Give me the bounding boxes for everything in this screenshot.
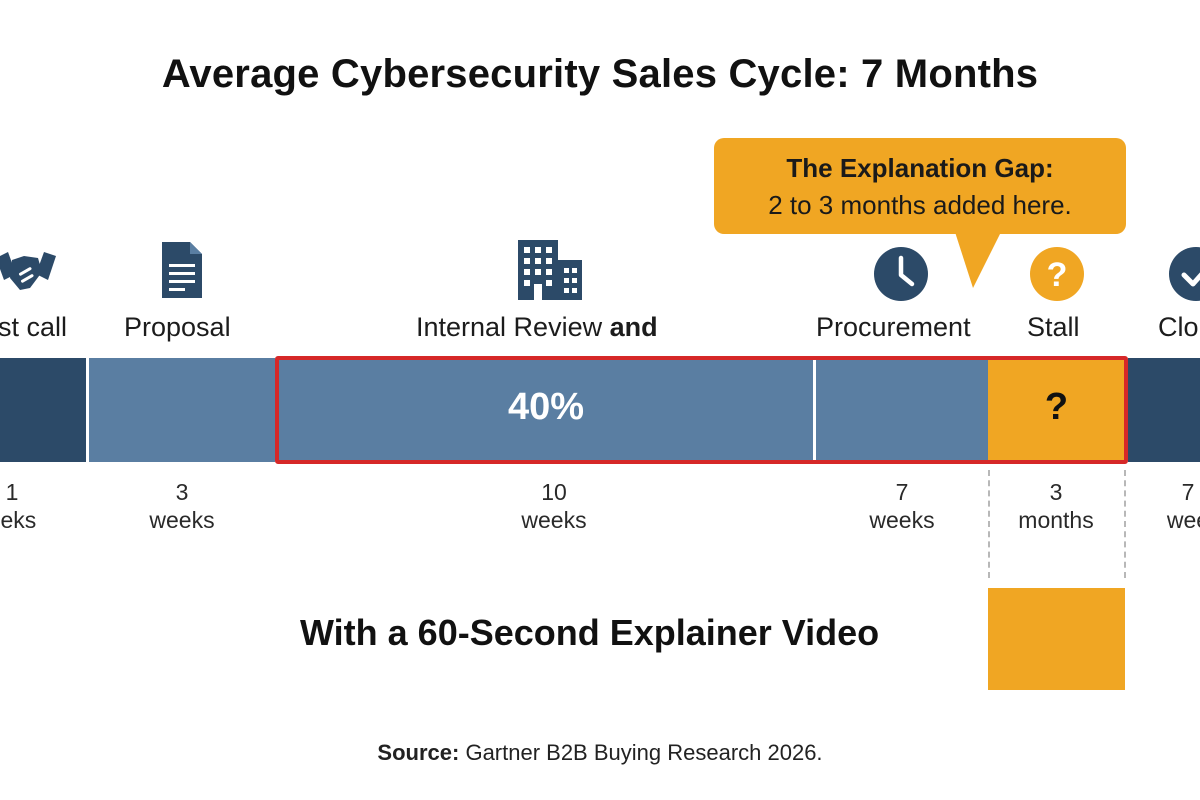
clock-icon <box>874 247 928 301</box>
source-text: Gartner B2B Buying Research 2026. <box>459 740 823 765</box>
bar-segment-proposal <box>89 358 275 462</box>
bar-segment-internal-review <box>279 358 813 462</box>
duration-first-call: 1 eeks <box>0 478 44 534</box>
duration-procurement-unit: weeks <box>869 507 935 533</box>
callout-title: The Explanation Gap: <box>786 153 1054 183</box>
stage-label-internal-review-regular: Internal Review <box>416 312 610 342</box>
stall-boundary-right <box>1124 470 1126 578</box>
duration-internal-review: 10 weeks <box>504 478 604 534</box>
duration-stall-value: 3 <box>1049 479 1063 505</box>
explanation-gap-highlight <box>275 356 1128 464</box>
page-title: Average Cybersecurity Sales Cycle: 7 Mon… <box>161 52 1039 96</box>
duration-first-call-unit: eeks <box>0 507 37 533</box>
stage-label-internal-review-bold: and <box>609 312 658 342</box>
stage-label-proposal: Proposal <box>124 312 231 342</box>
stall-question-mark: ? <box>1044 386 1069 428</box>
explainer-video-heading: With a 60-Second Explainer Video <box>300 612 880 653</box>
duration-internal-review-unit: weeks <box>521 507 587 533</box>
duration-stall-unit: months <box>1018 507 1094 533</box>
svg-text:?: ? <box>1047 256 1068 294</box>
explainer-video-bar <box>988 588 1125 690</box>
handshake-icon <box>0 252 56 290</box>
stage-label-close: Clo <box>1158 312 1199 342</box>
callout-pointer <box>955 232 1001 288</box>
office-building-icon <box>518 240 582 300</box>
bar-segment-stall <box>988 358 1125 462</box>
duration-close-unit: wee <box>1166 507 1200 533</box>
duration-proposal-unit: weeks <box>149 507 215 533</box>
callout-text: 2 to 3 months added here. <box>768 190 1072 220</box>
duration-proposal: 3 weeks <box>132 478 232 534</box>
duration-procurement: 7 weeks <box>852 478 952 534</box>
question-mark-icon: ? <box>1030 247 1084 301</box>
bar-segment-close <box>1128 358 1200 462</box>
duration-procurement-value: 7 <box>895 479 909 505</box>
duration-internal-review-value: 10 <box>541 479 567 505</box>
duration-close-value: 7 <box>1181 479 1195 505</box>
explanation-gap-callout: The Explanation Gap: 2 to 3 months added… <box>714 138 1126 234</box>
stage-label-procurement: Procurement <box>816 312 971 342</box>
bar-segment-first-call <box>0 358 86 462</box>
stage-label-stall: Stall <box>1027 312 1080 342</box>
checkmark-icon <box>1169 247 1200 301</box>
stage-label-first-call: st call <box>0 312 68 342</box>
document-icon <box>162 242 202 298</box>
internal-review-percent: 40% <box>507 386 585 428</box>
duration-first-call-value: 1 <box>5 479 19 505</box>
stall-boundary-left <box>988 470 990 578</box>
duration-close: 7 wee <box>1156 478 1200 534</box>
source-label: Source: <box>377 740 460 765</box>
stage-label-internal-review: Internal Review and <box>416 312 658 343</box>
source-note: Source: Gartner B2B Buying Research 2026… <box>0 740 1200 766</box>
duration-proposal-value: 3 <box>175 479 189 505</box>
duration-stall: 3 months <box>1006 478 1106 534</box>
bar-segment-procurement <box>816 358 988 462</box>
